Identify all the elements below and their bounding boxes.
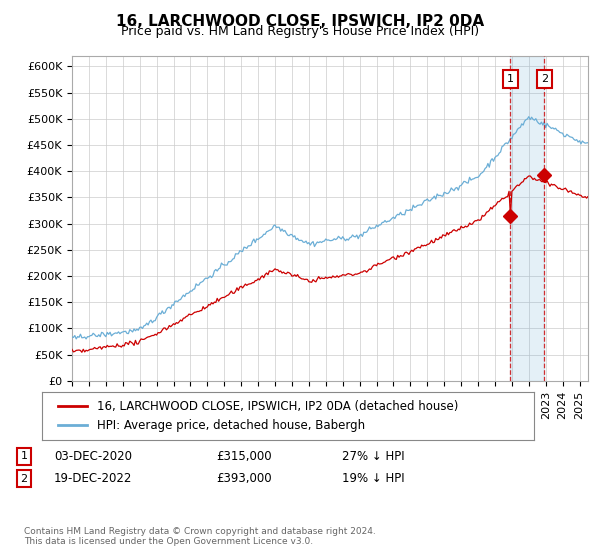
Text: 19-DEC-2022: 19-DEC-2022	[54, 472, 133, 486]
Text: 2: 2	[541, 74, 548, 84]
Text: 27% ↓ HPI: 27% ↓ HPI	[342, 450, 404, 463]
Text: Contains HM Land Registry data © Crown copyright and database right 2024.
This d: Contains HM Land Registry data © Crown c…	[24, 526, 376, 546]
Text: £315,000: £315,000	[216, 450, 272, 463]
Legend: 16, LARCHWOOD CLOSE, IPSWICH, IP2 0DA (detached house), HPI: Average price, deta: 16, LARCHWOOD CLOSE, IPSWICH, IP2 0DA (d…	[53, 395, 463, 436]
Text: 2: 2	[20, 474, 28, 484]
Text: Price paid vs. HM Land Registry's House Price Index (HPI): Price paid vs. HM Land Registry's House …	[121, 25, 479, 38]
Text: £393,000: £393,000	[216, 472, 272, 486]
Text: 16, LARCHWOOD CLOSE, IPSWICH, IP2 0DA: 16, LARCHWOOD CLOSE, IPSWICH, IP2 0DA	[116, 14, 484, 29]
Bar	[511, 56, 544, 381]
Text: 19% ↓ HPI: 19% ↓ HPI	[342, 472, 404, 486]
Text: 1: 1	[507, 74, 514, 84]
Text: 1: 1	[20, 451, 28, 461]
Text: 03-DEC-2020: 03-DEC-2020	[54, 450, 132, 463]
